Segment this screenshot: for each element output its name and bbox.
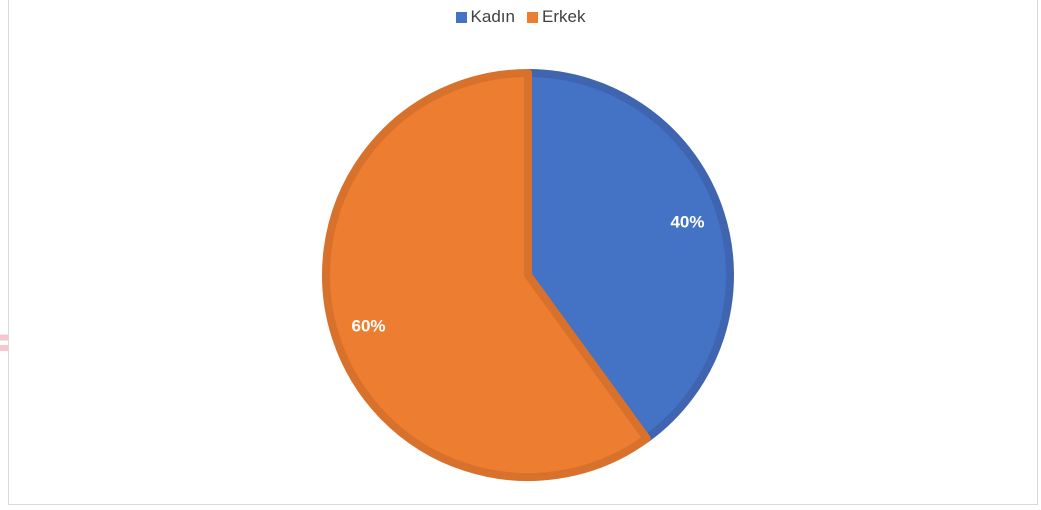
legend-label-erkek: Erkek <box>541 7 586 26</box>
legend-item-erkek: Erkek <box>526 7 586 27</box>
legend-swatch-kadin <box>455 11 467 23</box>
pie-slice-label-0: 40% <box>670 213 704 232</box>
edge-decoration <box>0 330 8 356</box>
legend-label-kadin: Kadın <box>470 7 515 26</box>
pie-slice-0 <box>524 69 734 443</box>
chart-legend: Kadın Erkek <box>0 7 1041 27</box>
pie-slice-1 <box>322 69 651 481</box>
pie-slice-label-1: 60% <box>352 316 386 335</box>
legend-item-kadin: Kadın <box>455 7 515 27</box>
legend-swatch-erkek <box>526 11 538 23</box>
